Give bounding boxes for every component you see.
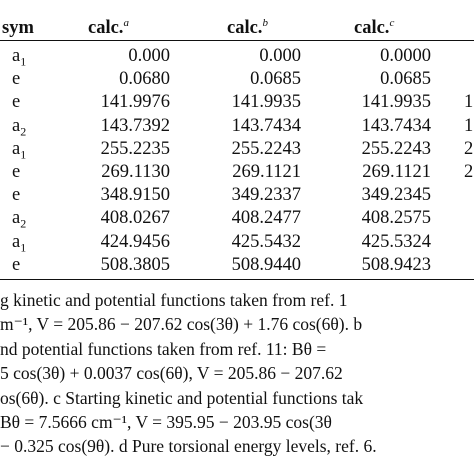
table-cell-calc-a: 424.9456 <box>100 231 170 252</box>
table-cell-calc-c: 255.2243 <box>361 138 431 159</box>
table-cell-sym: a1 <box>12 138 27 162</box>
table-bottom-rule <box>0 279 474 280</box>
table-cell-calc-b: 508.9440 <box>231 254 301 275</box>
table-cell-calc-a: 408.0267 <box>100 208 170 229</box>
table-cell-calc-c: 141.9935 <box>361 92 431 113</box>
table-cell-sym: a2 <box>12 115 27 139</box>
table-cell-calc-b: 0.000 <box>259 46 301 66</box>
header-calc-a: calc.a <box>88 16 129 38</box>
table-cell-clipped: 1 <box>464 92 474 113</box>
header-calc-b: calc.b <box>227 16 268 38</box>
header-sym: sym <box>2 18 34 38</box>
footnote-line: g kinetic and potential functions taken … <box>0 290 348 310</box>
table-cell-calc-a: 348.9150 <box>100 185 170 206</box>
table-cell-calc-c: 143.7434 <box>361 115 431 136</box>
table-cell-calc-a: 143.7392 <box>100 115 170 136</box>
table-cell-sym: e <box>12 185 21 206</box>
table-cell-calc-c: 269.1121 <box>362 162 431 182</box>
footnote-line: m⁻¹, V = 205.86 − 207.62 cos(3θ) + 1.76 … <box>0 314 363 335</box>
table-cell-calc-c: 425.5324 <box>361 231 431 252</box>
table-cell-clipped: 2 <box>464 138 474 159</box>
table-cell-calc-a: 0.000 <box>128 46 170 66</box>
table-cell-calc-c: 508.9423 <box>361 254 431 275</box>
footnote-line: nd potential functions taken from ref. 1… <box>0 338 327 359</box>
table-cell-calc-c: 0.0000 <box>380 46 431 66</box>
table-cell-sym: e <box>12 92 21 113</box>
table-cell-calc-a: 0.0680 <box>119 69 170 90</box>
table-cell-calc-a: 141.9976 <box>100 92 170 113</box>
header-calc-c: calc.c <box>354 16 395 38</box>
table-cell-calc-b: 349.2337 <box>231 185 301 206</box>
header-rule <box>0 40 474 41</box>
table-cell-clipped: 2 <box>464 162 474 182</box>
table-cell-sym: e <box>12 162 21 182</box>
footnote-line: 5 cos(3θ) + 0.0037 cos(6θ), V = 205.86 −… <box>0 363 343 384</box>
footnote-line: os(6θ). c Starting kinetic and potential… <box>0 387 364 408</box>
footnote-line: − 0.325 cos(9θ). d Pure torsional energy… <box>0 436 377 457</box>
table-cell-calc-c: 349.2345 <box>361 185 431 206</box>
table-cell-clipped: 1 <box>464 115 474 136</box>
table-cell-calc-b: 255.2243 <box>231 138 301 159</box>
table-cell-sym: e <box>12 69 21 90</box>
table-cell-calc-b: 425.5432 <box>231 231 301 252</box>
footnote-line: Bθ = 7.5666 cm⁻¹, V = 395.95 − 203.95 co… <box>0 412 332 432</box>
table-cell-calc-a: 255.2235 <box>100 138 170 159</box>
table-cell-sym: a1 <box>12 231 27 255</box>
table-cell-calc-a: 508.3805 <box>100 254 170 275</box>
table-cell-calc-a: 269.1130 <box>101 162 170 182</box>
table-cell-sym: a2 <box>12 208 27 232</box>
table-cell-calc-b: 0.0685 <box>250 69 301 90</box>
table-cell-calc-b: 408.2477 <box>231 208 301 229</box>
table-cell-sym: a1 <box>12 46 27 69</box>
table-cell-calc-c: 408.2575 <box>361 208 431 229</box>
table-cell-calc-c: 0.0685 <box>380 69 431 90</box>
table-cell-calc-b: 143.7434 <box>231 115 301 136</box>
table-cell-sym: e <box>12 254 21 275</box>
table-cell-calc-b: 141.9935 <box>231 92 301 113</box>
table-cell-calc-b: 269.1121 <box>232 162 301 182</box>
